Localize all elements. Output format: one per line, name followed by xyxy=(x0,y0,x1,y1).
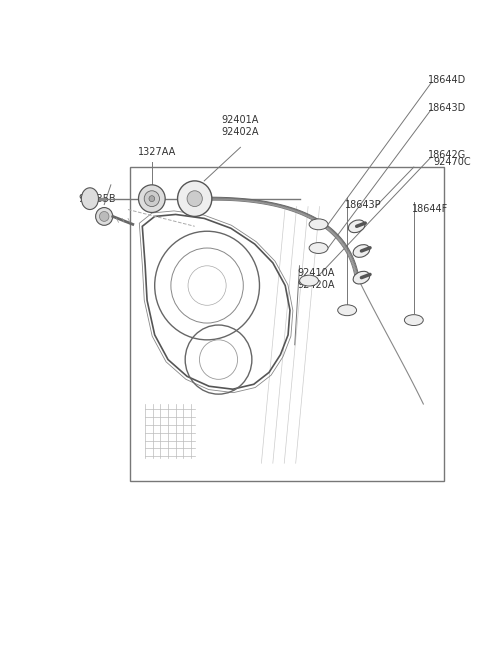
Ellipse shape xyxy=(348,220,365,233)
Circle shape xyxy=(149,196,155,202)
Text: 18644D: 18644D xyxy=(428,75,467,85)
Text: 92470C: 92470C xyxy=(433,157,470,167)
Ellipse shape xyxy=(300,275,318,286)
Circle shape xyxy=(96,208,113,225)
Bar xyxy=(130,167,444,481)
Circle shape xyxy=(139,185,165,212)
Text: 18644F: 18644F xyxy=(412,204,448,214)
Ellipse shape xyxy=(338,305,357,316)
Text: 18643P: 18643P xyxy=(345,200,382,210)
Ellipse shape xyxy=(81,188,98,210)
Text: 18642G: 18642G xyxy=(428,150,467,160)
Ellipse shape xyxy=(309,242,328,253)
Ellipse shape xyxy=(404,314,423,326)
Text: 18643D: 18643D xyxy=(428,103,467,113)
Text: 1327AA: 1327AA xyxy=(138,147,176,157)
Text: 92410A
92420A: 92410A 92420A xyxy=(298,268,335,290)
Circle shape xyxy=(99,212,109,221)
Text: 92435B: 92435B xyxy=(78,194,116,204)
Circle shape xyxy=(187,191,203,206)
Circle shape xyxy=(144,191,159,206)
Ellipse shape xyxy=(309,219,328,230)
Text: 92401A
92402A: 92401A 92402A xyxy=(222,115,259,138)
Circle shape xyxy=(178,181,212,216)
Ellipse shape xyxy=(353,271,370,284)
Ellipse shape xyxy=(353,245,370,257)
